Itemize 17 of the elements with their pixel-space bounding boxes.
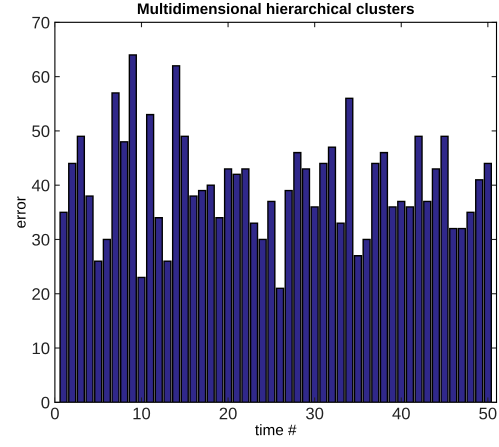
chart-title: Multidimensional hierarchical clusters <box>138 2 414 14</box>
x-tick-label: 40 <box>392 408 410 420</box>
y-tick-label: 20 <box>32 288 50 300</box>
x-tick-label: 50 <box>479 408 496 420</box>
y-tick-label: 10 <box>32 342 50 354</box>
y-axis-title: error <box>17 196 26 228</box>
y-tick-label: 40 <box>32 180 50 192</box>
y-tick-label: 60 <box>32 71 50 83</box>
y-tick-label: 70 <box>32 16 50 29</box>
x-tick-label: 20 <box>220 408 237 420</box>
x-axis-title: time # <box>255 424 296 436</box>
x-tick-label: 30 <box>306 408 324 420</box>
y-tick-label: 50 <box>32 125 50 138</box>
y-tick-label: 30 <box>32 234 50 246</box>
y-tick-label: 0 <box>41 396 50 409</box>
x-tick-label: 10 <box>133 408 150 420</box>
x-tick-label: 0 <box>50 408 59 420</box>
